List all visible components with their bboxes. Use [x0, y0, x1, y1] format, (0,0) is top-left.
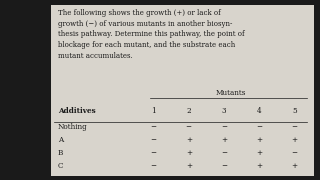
Text: +: + — [256, 162, 262, 170]
Text: −: − — [150, 176, 157, 180]
Text: +: + — [256, 136, 262, 144]
Text: +: + — [186, 149, 192, 157]
Text: +: + — [291, 162, 298, 170]
Text: Nothing: Nothing — [58, 123, 87, 131]
Text: −: − — [150, 149, 157, 157]
Text: 3: 3 — [222, 107, 226, 115]
Text: −: − — [221, 162, 227, 170]
Text: −: − — [186, 176, 192, 180]
Text: −: − — [291, 149, 298, 157]
Text: 1: 1 — [151, 107, 156, 115]
Text: +: + — [186, 162, 192, 170]
Text: 4: 4 — [257, 107, 261, 115]
Text: −: − — [291, 123, 298, 131]
Text: −: − — [150, 162, 157, 170]
Text: Additives: Additives — [58, 107, 95, 115]
Text: −: − — [150, 136, 157, 144]
Text: +: + — [221, 136, 227, 144]
Text: C: C — [58, 162, 63, 170]
Text: −: − — [150, 123, 157, 131]
Text: 2: 2 — [187, 107, 191, 115]
Text: −: − — [221, 123, 227, 131]
Text: 5: 5 — [292, 107, 297, 115]
Text: +: + — [256, 149, 262, 157]
Text: +: + — [256, 176, 262, 180]
Text: +: + — [186, 136, 192, 144]
Text: Mutants: Mutants — [215, 89, 245, 97]
Bar — [51, 5, 314, 176]
Text: A: A — [58, 136, 63, 144]
Text: The following shows the growth (+) or lack of
growth (−) of various mutants in a: The following shows the growth (+) or la… — [58, 9, 244, 60]
Text: −: − — [221, 149, 227, 157]
Text: B: B — [58, 149, 63, 157]
Text: −: − — [186, 123, 192, 131]
Text: −: − — [256, 123, 262, 131]
Text: −: − — [221, 176, 227, 180]
Text: +: + — [291, 136, 298, 144]
Text: D: D — [58, 176, 63, 180]
Text: −: − — [291, 176, 298, 180]
